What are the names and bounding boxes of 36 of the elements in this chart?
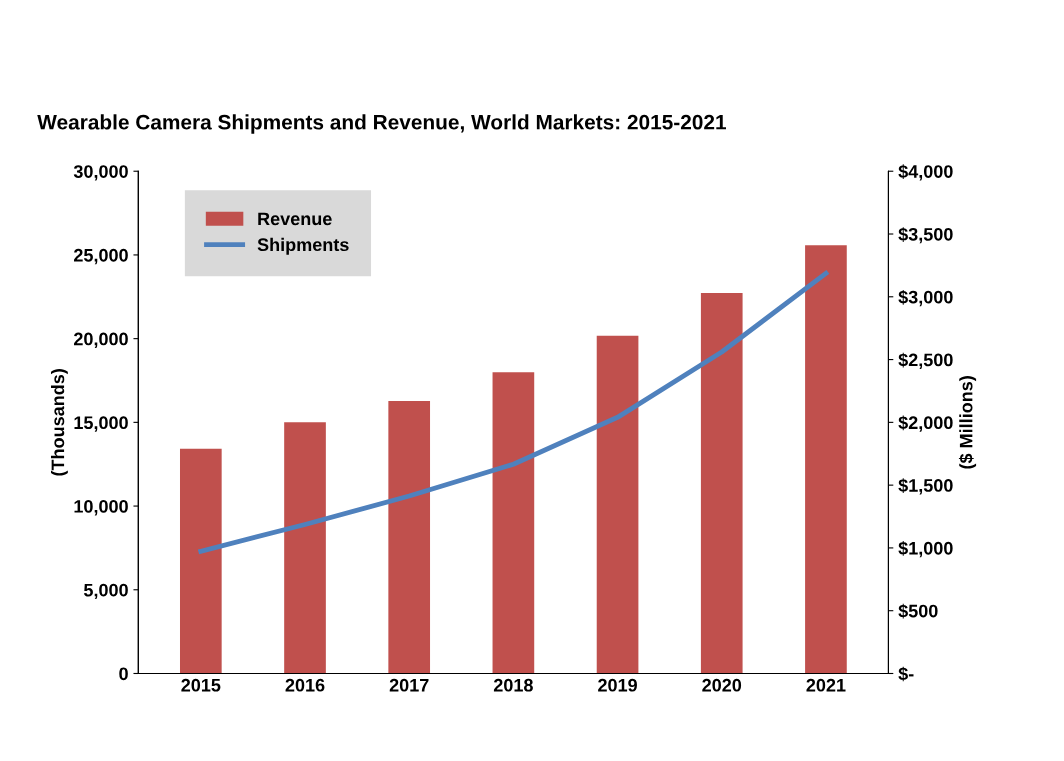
- x-tick-label: 2019: [598, 678, 637, 692]
- y2-tick-label: $1,000: [898, 541, 953, 558]
- bar: [700, 293, 743, 674]
- y2-axis-title: ($ Millions): [958, 376, 977, 469]
- x-tick-label: 2015: [181, 678, 221, 692]
- bar: [284, 422, 326, 674]
- y2-tick-label: $500: [898, 603, 938, 619]
- x-tick-label: 2017: [389, 678, 429, 692]
- y-axis-title: (Thousands): [50, 369, 68, 476]
- y2-tick-label: $2,000: [898, 415, 953, 432]
- line-series: [198, 270, 829, 554]
- y-tick-label: 30,000: [73, 165, 128, 181]
- y2-tick-label: $4,000: [898, 164, 953, 181]
- y2-tick-label: $3,000: [898, 289, 953, 307]
- bar: [492, 372, 535, 674]
- x-tick-label: 2021: [806, 678, 846, 692]
- y-tick-label: 10,000: [74, 500, 128, 516]
- y2-tick-label: $-: [898, 666, 914, 682]
- bar: [388, 401, 431, 674]
- y-tick-label: 5,000: [83, 583, 128, 600]
- y-tick-label: 0: [119, 667, 128, 681]
- y2-tick-label: $2,500: [898, 352, 953, 369]
- legend-label: Shipments: [257, 237, 349, 255]
- bar: [179, 448, 222, 674]
- x-tick-label: 2020: [702, 678, 742, 692]
- chart-title: Wearable Camera Shipments and Revenue, World Markets: 2015-2021: [37, 114, 726, 134]
- legend-label: Revenue: [258, 212, 332, 226]
- y-tick-label: 25,000: [74, 248, 128, 265]
- y-tick-label: 15,000: [74, 416, 128, 432]
- y2-tick-label: $1,500: [898, 478, 953, 495]
- x-tick-label: 2016: [285, 678, 325, 692]
- bar: [596, 335, 639, 674]
- bar: [805, 245, 847, 674]
- y2-tick-label: $3,500: [898, 227, 953, 244]
- x-tick-label: 2018: [493, 678, 533, 692]
- y-tick-label: 20,000: [74, 332, 128, 348]
